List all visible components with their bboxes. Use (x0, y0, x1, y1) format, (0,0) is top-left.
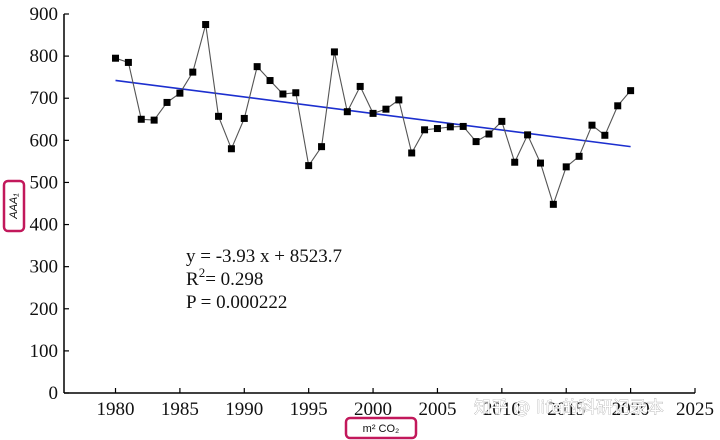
x-tick-label: 2020 (612, 399, 650, 420)
data-point-marker (253, 63, 261, 71)
ticks: 0 100 200 300 400 500 600 700 800 900 1980 1985 1990… (30, 4, 715, 420)
x-tick-label: 2005 (418, 399, 456, 420)
x-axis-label-highlight (344, 416, 418, 440)
data-point-marker (395, 96, 403, 104)
r2-prefix: R (186, 269, 199, 290)
data-point-marker (627, 87, 635, 95)
data-point-marker (472, 138, 480, 146)
data-point-marker (549, 200, 557, 208)
y-tick-label: 400 (30, 215, 59, 236)
data-point-marker (421, 126, 429, 134)
data-point-marker (601, 131, 609, 139)
x-tick-label: 2010 (483, 399, 521, 420)
y-tick-label: 900 (30, 4, 59, 25)
axes (63, 14, 695, 394)
data-point-marker (382, 105, 390, 113)
y-tick-label: 300 (30, 257, 59, 278)
y-tick-label: 600 (30, 130, 59, 151)
y-tick-label: 500 (30, 172, 59, 193)
x-axis-label-box: m² CO₂ (344, 416, 418, 440)
x-axis-label: m² CO₂ (363, 423, 400, 435)
y-axis-label-highlight (2, 179, 26, 233)
x-tick-label: 2025 (676, 399, 714, 420)
data-point-marker (227, 145, 235, 153)
data-point-marker (369, 109, 377, 117)
y-tick-label: 0 (49, 383, 59, 404)
data-point-marker (305, 162, 313, 170)
data-point-marker (485, 130, 493, 138)
data-point-marker (189, 68, 197, 76)
p-value: P = 0.000222 (186, 292, 287, 313)
y-tick-label: 700 (30, 88, 59, 109)
y-tick-label: 200 (30, 299, 59, 320)
y-axis-label: AAA₁ (8, 193, 20, 220)
watermark-text: 知乎 @ life的科研记录本 (474, 398, 664, 418)
data-point-marker (176, 89, 184, 97)
r-squared: R2= 0.298 (186, 265, 263, 290)
data-point-marker (112, 54, 120, 62)
data-point-marker (137, 115, 145, 123)
x-tick-label: 1995 (290, 399, 328, 420)
data-point-marker (279, 90, 287, 98)
data-point-marker (292, 89, 300, 97)
regression-equation: y = -3.93 x + 8523.7 (186, 246, 342, 267)
data-point-marker (330, 48, 338, 56)
data-point-marker (266, 77, 274, 85)
data-point-marker (150, 116, 158, 124)
y-tick-label: 100 (30, 341, 59, 362)
data-point-marker (446, 123, 454, 131)
data-point-marker (124, 58, 132, 66)
data-point-marker (588, 121, 596, 129)
y-tick-label: 800 (30, 46, 59, 67)
x-tick-label: 1980 (97, 399, 135, 420)
data-point-marker (433, 125, 441, 133)
data-point-marker (343, 108, 351, 116)
data-point-marker (536, 159, 544, 167)
x-tick-label: 2015 (547, 399, 585, 420)
data-point-marker (215, 112, 223, 120)
data-point-marker (614, 102, 622, 110)
data-point-marker (163, 98, 171, 106)
x-tick-label: 2000 (354, 399, 392, 420)
data-series (112, 21, 635, 208)
x-tick-label: 1985 (161, 399, 199, 420)
data-point-marker (240, 114, 248, 122)
data-point-marker (524, 131, 532, 139)
data-point-marker (459, 122, 467, 130)
x-tick-label: 1990 (225, 399, 263, 420)
data-point-marker (511, 158, 519, 166)
data-point-marker (575, 152, 583, 160)
data-point-marker (202, 21, 210, 29)
data-point-marker (356, 82, 364, 90)
data-point-marker (318, 143, 326, 151)
data-point-marker (498, 117, 506, 125)
data-point-marker (408, 149, 416, 157)
data-point-marker (562, 163, 570, 171)
r2-superscript: 2 (199, 265, 206, 280)
r2-value: = 0.298 (205, 269, 263, 290)
y-axis-label-box: AAA₁ (2, 179, 26, 233)
